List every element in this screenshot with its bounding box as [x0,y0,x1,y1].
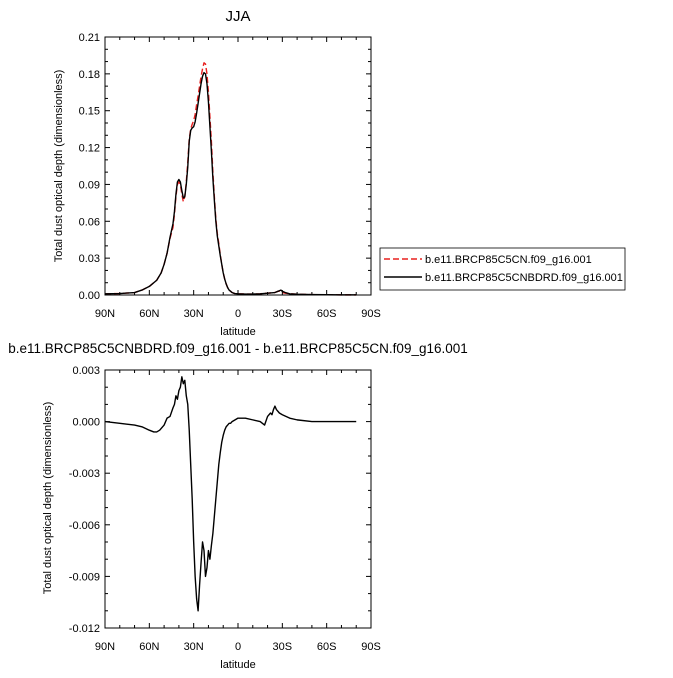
legend-label-control: b.e11.BRCP85C5CN.f09_g16.001 [425,254,592,266]
bottom-y-tick-label: -0.012 [69,623,100,635]
bottom-y-axis-label: Total dust optical depth (dimensionless) [42,402,54,595]
top-plot-frame [104,36,372,296]
top-y-tick-label: 0.09 [79,179,100,191]
bottom-x-tick-label: 90S [361,641,381,653]
bottom-x-tick-label: 60S [317,641,337,653]
top-y-tick-label: 0.21 [79,32,100,44]
bottom-x-tick-label: 90N [95,641,115,653]
top-x-tick-label: 90N [95,308,115,320]
bottom-x-tick-label: 0 [235,641,241,653]
bottom-y-tick-label: 0.003 [72,365,100,377]
top-y-tick-label: 0.06 [79,216,100,228]
bottom-plot-area: 90N 60N 30N 0 30S 60S 90S 0.003 0.000 -0.003 -0.00… [69,365,381,653]
bottom-panel: b.e11.BRCP85C5CNBDRD.f09_g16.001 - b.e11… [8,341,468,671]
bottom-x-tick-label: 30N [184,641,204,653]
bottom-series-line-0 [104,376,357,612]
bottom-y-tick-label: 0.000 [72,417,100,429]
top-x-tick-label: 90S [361,308,381,320]
legend-label-experiment: b.e11.BRCP85C5CNBDRD.f09_g16.001 [425,272,623,284]
top-x-axis-label: latitude [220,326,255,338]
legend-box [379,247,626,291]
top-x-tick-label: 60N [139,308,159,320]
top-x-tick-label: 30S [273,308,293,320]
top-y-axis-label: Total dust optical depth (dimensionless) [53,70,65,263]
top-plot-area: 90N 60N 30N 0 30S 60S 90S 0.00 0.03 0.06 0.09 0.12 0… [79,32,381,320]
bottom-y-tick-label: -0.009 [69,571,100,583]
top-y-tick-label: 0.15 [79,106,100,118]
top-series-line-1 [104,71,357,296]
bottom-x-tick-label: 60N [139,641,159,653]
bottom-plot-frame [104,369,372,629]
legend: b.e11.BRCP85C5CN.f09_g16.001 b.e11.BRCP8… [379,247,626,291]
bottom-x-axis-label: latitude [220,659,255,671]
bottom-y-tick-label: -0.003 [69,468,100,480]
top-x-tick-label: 0 [235,308,241,320]
top-y-tick-label: 0.03 [79,253,100,265]
bottom-chart-title: b.e11.BRCP85C5CNBDRD.f09_g16.001 - b.e11… [8,341,468,356]
top-chart-title: JJA [225,8,250,25]
top-panel: JJA 90N 60N 30N 0 30S 60S 90S 0.00 0.03 0.06 0.09 0… [53,8,381,338]
bottom-x-tick-label: 30S [273,641,293,653]
bottom-y-tick-label: -0.006 [69,520,100,532]
top-y-tick-label: 0.18 [79,69,100,81]
top-y-tick-label: 0.12 [79,143,100,155]
top-series-line-0 [104,62,357,296]
top-y-tick-label: 0.00 [79,290,100,302]
top-x-tick-label: 60S [317,308,337,320]
top-x-tick-label: 30N [184,308,204,320]
